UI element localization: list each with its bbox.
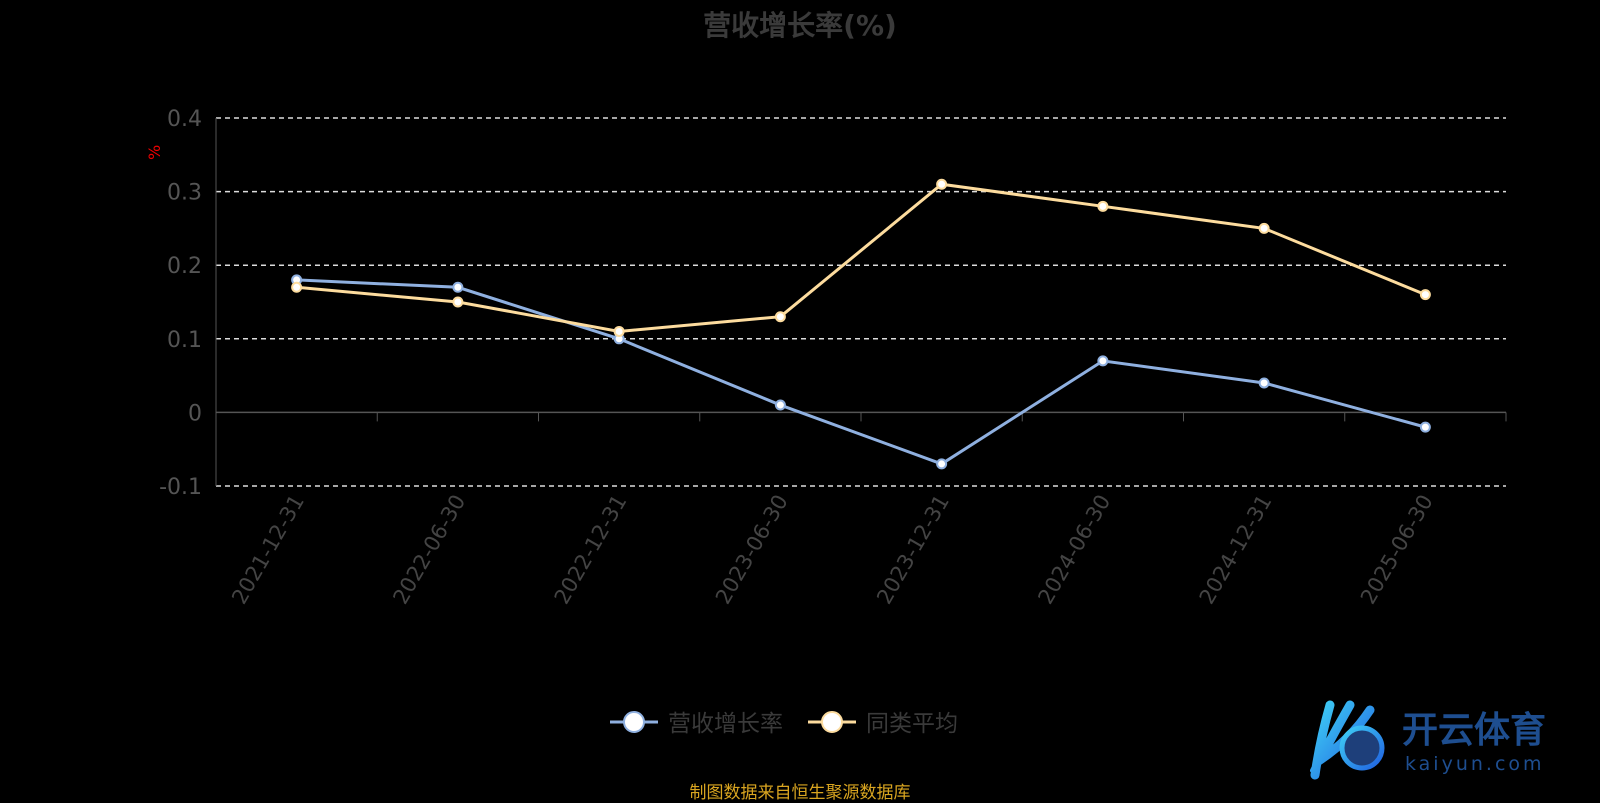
y-tick-label: 0.2 <box>167 254 202 279</box>
data-point <box>774 311 786 323</box>
y-tick-label: -0.1 <box>159 475 202 500</box>
kaiyun-logo: 开云体育 kaiyun.com <box>1310 700 1546 780</box>
data-point <box>452 281 464 293</box>
source-note: 制图数据来自恒生聚源数据库 <box>689 783 911 803</box>
line-chart: -0.1 0 0.1 0.2 0.3 0.4% 2021-12-31 2022-06-30 20… <box>145 107 1507 737</box>
svg-text:开云体育: 开云体育 <box>1402 710 1546 751</box>
legend-marker <box>623 711 645 733</box>
data-point <box>1258 222 1270 234</box>
data-point <box>936 178 948 190</box>
legend-label: 同类平均 <box>866 711 958 737</box>
svg-text:kaiyun.com: kaiyun.com <box>1405 753 1545 775</box>
x-tick-label: 2022-12-31 <box>550 491 632 609</box>
legend-label: 营收增长率 <box>668 711 783 737</box>
data-point <box>1419 421 1431 433</box>
y-tick-label: 0 <box>188 401 202 426</box>
x-tick-label: 2023-06-30 <box>711 491 793 609</box>
data-point <box>936 458 948 470</box>
y-tick-label: 0.3 <box>167 181 202 206</box>
chart-title: 营收增长率(%) <box>703 9 897 42</box>
data-point <box>613 325 625 337</box>
x-tick-label: 2021-12-31 <box>227 491 309 609</box>
data-point <box>452 296 464 308</box>
legend-marker <box>821 711 843 733</box>
x-tick-label: 2024-06-30 <box>1033 491 1115 609</box>
series-line <box>296 278 1426 466</box>
y-axis-label: % <box>145 145 164 160</box>
data-point <box>1097 355 1109 367</box>
series-line <box>296 182 1426 333</box>
data-point <box>774 399 786 411</box>
y-tick-label: 0.1 <box>167 328 202 353</box>
data-point <box>1258 377 1270 389</box>
data-point <box>1097 200 1109 212</box>
data-point <box>1419 289 1431 301</box>
data-point <box>291 281 303 293</box>
x-tick-label: 2025-06-30 <box>1356 491 1438 609</box>
x-tick-label: 2024-12-31 <box>1195 491 1277 609</box>
y-tick-label: 0.4 <box>167 107 202 132</box>
x-tick-label: 2023-12-31 <box>872 491 954 609</box>
x-tick-label: 2022-06-30 <box>388 491 470 609</box>
